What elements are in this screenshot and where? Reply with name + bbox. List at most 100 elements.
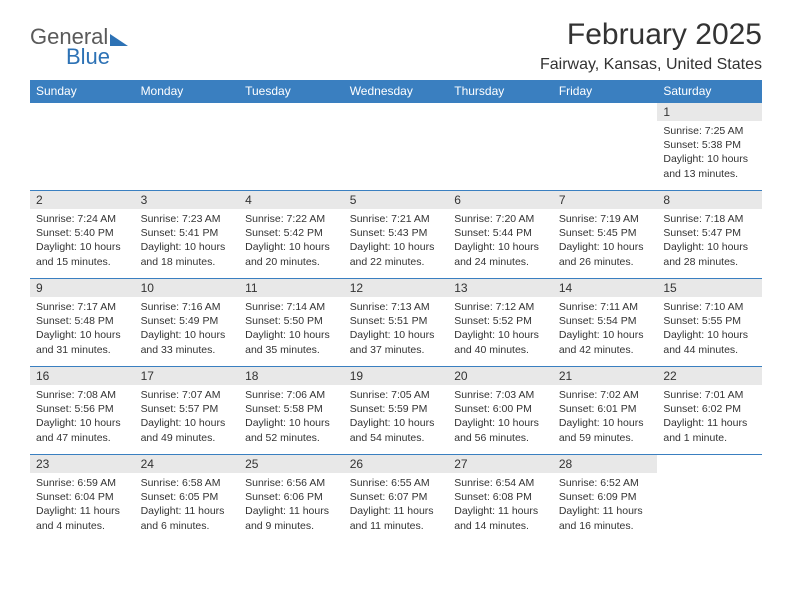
daylight-text: Daylight: 10 hours and 22 minutes.: [350, 240, 443, 268]
daylight-text: Daylight: 10 hours and 59 minutes.: [559, 416, 652, 444]
logo-triangle-icon: [110, 34, 128, 46]
day-details: Sunrise: 7:11 AMSunset: 5:54 PMDaylight:…: [553, 297, 658, 365]
day-details: Sunrise: 7:17 AMSunset: 5:48 PMDaylight:…: [30, 297, 135, 365]
day-number: 25: [239, 455, 344, 473]
calendar-day-cell: 25Sunrise: 6:56 AMSunset: 6:06 PMDayligh…: [239, 455, 344, 543]
sunrise-text: Sunrise: 7:21 AM: [350, 212, 443, 226]
sunset-text: Sunset: 5:56 PM: [36, 402, 129, 416]
day-number: 20: [448, 367, 553, 385]
daylight-text: Daylight: 10 hours and 52 minutes.: [245, 416, 338, 444]
calendar-day-cell: 22Sunrise: 7:01 AMSunset: 6:02 PMDayligh…: [657, 367, 762, 455]
calendar-week-row: 23Sunrise: 6:59 AMSunset: 6:04 PMDayligh…: [30, 455, 762, 543]
sunset-text: Sunset: 5:59 PM: [350, 402, 443, 416]
daylight-text: Daylight: 10 hours and 26 minutes.: [559, 240, 652, 268]
day-number: 22: [657, 367, 762, 385]
sunrise-text: Sunrise: 7:01 AM: [663, 388, 756, 402]
day-header-row: SundayMondayTuesdayWednesdayThursdayFrid…: [30, 80, 762, 103]
calendar-day-cell: 4Sunrise: 7:22 AMSunset: 5:42 PMDaylight…: [239, 191, 344, 279]
day-details: Sunrise: 7:18 AMSunset: 5:47 PMDaylight:…: [657, 209, 762, 277]
day-details: Sunrise: 7:06 AMSunset: 5:58 PMDaylight:…: [239, 385, 344, 453]
day-header: Friday: [553, 80, 658, 103]
day-details: Sunrise: 7:21 AMSunset: 5:43 PMDaylight:…: [344, 209, 449, 277]
calendar-day-cell: 21Sunrise: 7:02 AMSunset: 6:01 PMDayligh…: [553, 367, 658, 455]
day-number: [239, 103, 344, 107]
calendar-week-row: 9Sunrise: 7:17 AMSunset: 5:48 PMDaylight…: [30, 279, 762, 367]
day-details: Sunrise: 7:08 AMSunset: 5:56 PMDaylight:…: [30, 385, 135, 453]
sunrise-text: Sunrise: 7:11 AM: [559, 300, 652, 314]
calendar-day-cell: 17Sunrise: 7:07 AMSunset: 5:57 PMDayligh…: [135, 367, 240, 455]
sunset-text: Sunset: 5:58 PM: [245, 402, 338, 416]
calendar-day-cell: 12Sunrise: 7:13 AMSunset: 5:51 PMDayligh…: [344, 279, 449, 367]
day-number: 1: [657, 103, 762, 121]
sunrise-text: Sunrise: 7:08 AM: [36, 388, 129, 402]
sunrise-text: Sunrise: 7:25 AM: [663, 124, 756, 138]
daylight-text: Daylight: 10 hours and 35 minutes.: [245, 328, 338, 356]
sunrise-text: Sunrise: 6:52 AM: [559, 476, 652, 490]
calendar-body: 1Sunrise: 7:25 AMSunset: 5:38 PMDaylight…: [30, 103, 762, 543]
day-number: 19: [344, 367, 449, 385]
title-block: February 2025 Fairway, Kansas, United St…: [540, 18, 762, 74]
sunrise-text: Sunrise: 7:16 AM: [141, 300, 234, 314]
day-header: Tuesday: [239, 80, 344, 103]
calendar-day-cell: 27Sunrise: 6:54 AMSunset: 6:08 PMDayligh…: [448, 455, 553, 543]
daylight-text: Daylight: 10 hours and 40 minutes.: [454, 328, 547, 356]
day-number: 24: [135, 455, 240, 473]
calendar-day-cell: 16Sunrise: 7:08 AMSunset: 5:56 PMDayligh…: [30, 367, 135, 455]
day-details: Sunrise: 7:03 AMSunset: 6:00 PMDaylight:…: [448, 385, 553, 453]
day-number: 21: [553, 367, 658, 385]
calendar-day-cell: 23Sunrise: 6:59 AMSunset: 6:04 PMDayligh…: [30, 455, 135, 543]
sunset-text: Sunset: 5:49 PM: [141, 314, 234, 328]
day-header: Wednesday: [344, 80, 449, 103]
day-details: Sunrise: 7:02 AMSunset: 6:01 PMDaylight:…: [553, 385, 658, 453]
sunrise-text: Sunrise: 7:02 AM: [559, 388, 652, 402]
day-number: 7: [553, 191, 658, 209]
calendar-day-cell: [448, 103, 553, 191]
day-details: Sunrise: 7:05 AMSunset: 5:59 PMDaylight:…: [344, 385, 449, 453]
calendar-table: SundayMondayTuesdayWednesdayThursdayFrid…: [30, 80, 762, 543]
calendar-day-cell: 18Sunrise: 7:06 AMSunset: 5:58 PMDayligh…: [239, 367, 344, 455]
day-number: 16: [30, 367, 135, 385]
sunrise-text: Sunrise: 7:20 AM: [454, 212, 547, 226]
day-number: 8: [657, 191, 762, 209]
day-number: [30, 103, 135, 107]
day-details: Sunrise: 7:07 AMSunset: 5:57 PMDaylight:…: [135, 385, 240, 453]
calendar-day-cell: 20Sunrise: 7:03 AMSunset: 6:00 PMDayligh…: [448, 367, 553, 455]
calendar-day-cell: [30, 103, 135, 191]
calendar-page: General Blue February 2025 Fairway, Kans…: [0, 0, 792, 543]
calendar-day-cell: [135, 103, 240, 191]
sunset-text: Sunset: 5:40 PM: [36, 226, 129, 240]
day-number: [448, 103, 553, 107]
day-number: 11: [239, 279, 344, 297]
daylight-text: Daylight: 10 hours and 31 minutes.: [36, 328, 129, 356]
day-details: Sunrise: 6:58 AMSunset: 6:05 PMDaylight:…: [135, 473, 240, 541]
day-details: Sunrise: 7:23 AMSunset: 5:41 PMDaylight:…: [135, 209, 240, 277]
sunset-text: Sunset: 6:07 PM: [350, 490, 443, 504]
calendar-week-row: 2Sunrise: 7:24 AMSunset: 5:40 PMDaylight…: [30, 191, 762, 279]
daylight-text: Daylight: 11 hours and 9 minutes.: [245, 504, 338, 532]
sunrise-text: Sunrise: 6:54 AM: [454, 476, 547, 490]
daylight-text: Daylight: 10 hours and 47 minutes.: [36, 416, 129, 444]
sunset-text: Sunset: 5:51 PM: [350, 314, 443, 328]
daylight-text: Daylight: 11 hours and 4 minutes.: [36, 504, 129, 532]
sunset-text: Sunset: 5:57 PM: [141, 402, 234, 416]
calendar-week-row: 1Sunrise: 7:25 AMSunset: 5:38 PMDaylight…: [30, 103, 762, 191]
sunrise-text: Sunrise: 7:19 AM: [559, 212, 652, 226]
day-number: 14: [553, 279, 658, 297]
day-number: 4: [239, 191, 344, 209]
sunrise-text: Sunrise: 7:07 AM: [141, 388, 234, 402]
sunset-text: Sunset: 6:02 PM: [663, 402, 756, 416]
day-details: Sunrise: 7:16 AMSunset: 5:49 PMDaylight:…: [135, 297, 240, 365]
daylight-text: Daylight: 10 hours and 54 minutes.: [350, 416, 443, 444]
day-number: 10: [135, 279, 240, 297]
calendar-day-cell: [239, 103, 344, 191]
calendar-day-cell: 26Sunrise: 6:55 AMSunset: 6:07 PMDayligh…: [344, 455, 449, 543]
daylight-text: Daylight: 10 hours and 49 minutes.: [141, 416, 234, 444]
day-details: Sunrise: 6:59 AMSunset: 6:04 PMDaylight:…: [30, 473, 135, 541]
sunrise-text: Sunrise: 7:13 AM: [350, 300, 443, 314]
calendar-day-cell: 9Sunrise: 7:17 AMSunset: 5:48 PMDaylight…: [30, 279, 135, 367]
day-details: Sunrise: 7:14 AMSunset: 5:50 PMDaylight:…: [239, 297, 344, 365]
daylight-text: Daylight: 10 hours and 15 minutes.: [36, 240, 129, 268]
day-details: Sunrise: 7:25 AMSunset: 5:38 PMDaylight:…: [657, 121, 762, 189]
calendar-day-cell: 8Sunrise: 7:18 AMSunset: 5:47 PMDaylight…: [657, 191, 762, 279]
sunrise-text: Sunrise: 6:56 AM: [245, 476, 338, 490]
